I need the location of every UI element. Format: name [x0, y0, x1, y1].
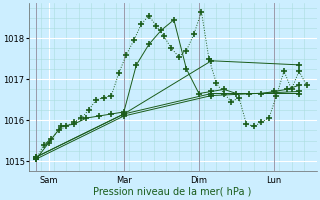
X-axis label: Pression niveau de la mer( hPa ): Pression niveau de la mer( hPa ): [93, 187, 252, 197]
